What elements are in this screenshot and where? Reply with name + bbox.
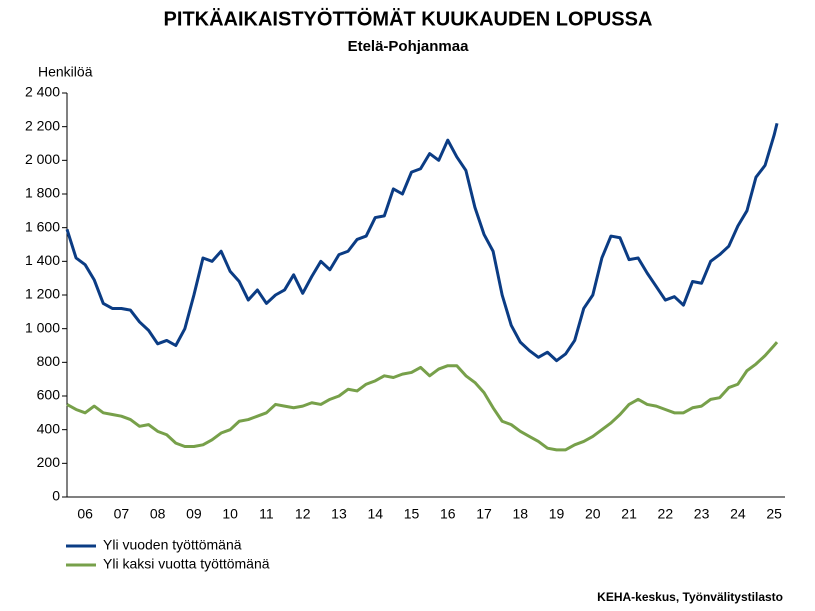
- x-tick-label: 14: [367, 506, 383, 522]
- x-tick-label: 17: [476, 506, 492, 522]
- x-tick-label: 24: [730, 506, 746, 522]
- x-tick-label: 23: [694, 506, 710, 522]
- x-tick-label: 06: [77, 506, 93, 522]
- x-tick-label: 15: [404, 506, 420, 522]
- x-tick-label: 08: [150, 506, 166, 522]
- y-tick-label: 1 200: [25, 286, 60, 302]
- y-tick-label: 0: [52, 488, 60, 504]
- x-tick-label: 07: [114, 506, 130, 522]
- y-tick-label: 2 400: [25, 84, 60, 100]
- x-tick-label: 09: [186, 506, 202, 522]
- x-tick-label: 21: [621, 506, 637, 522]
- x-tick-label: 11: [259, 506, 274, 522]
- x-tick-label: 25: [766, 506, 782, 522]
- legend-label: Yli vuoden työttömänä: [103, 537, 242, 553]
- x-tick-label: 19: [549, 506, 565, 522]
- y-tick-label: 400: [37, 420, 61, 436]
- chart-title: PITKÄAIKAISTYÖTTÖMÄT KUUKAUDEN LOPUSSA: [164, 7, 653, 30]
- x-tick-label: 22: [658, 506, 674, 522]
- x-tick-label: 13: [331, 506, 347, 522]
- source: KEHA-keskus, Työnvälitystilasto: [597, 590, 783, 604]
- y-tick-label: 1 400: [25, 252, 60, 268]
- chart-subtitle: Etelä-Pohjanmaa: [348, 38, 470, 55]
- legend-label: Yli kaksi vuotta työttömänä: [103, 556, 270, 572]
- y-tick-label: 1 000: [25, 319, 60, 335]
- y-tick-label: 600: [37, 387, 61, 403]
- x-tick-label: 18: [512, 506, 528, 522]
- y-tick-label: 2 000: [25, 151, 60, 167]
- x-tick-label: 12: [295, 506, 311, 522]
- series-line: [66, 341, 779, 452]
- x-tick-label: 16: [440, 506, 456, 522]
- y-tick-label: 1 600: [25, 218, 60, 234]
- y-axis-label: Henkilöä: [38, 64, 93, 80]
- y-tick-label: 2 200: [25, 117, 60, 133]
- y-tick-label: 1 800: [25, 185, 60, 201]
- x-tick-label: 10: [222, 506, 238, 522]
- series-line: [65, 122, 779, 363]
- y-tick-label: 800: [37, 353, 61, 369]
- y-tick-label: 200: [37, 454, 61, 470]
- x-tick-label: 20: [585, 506, 601, 522]
